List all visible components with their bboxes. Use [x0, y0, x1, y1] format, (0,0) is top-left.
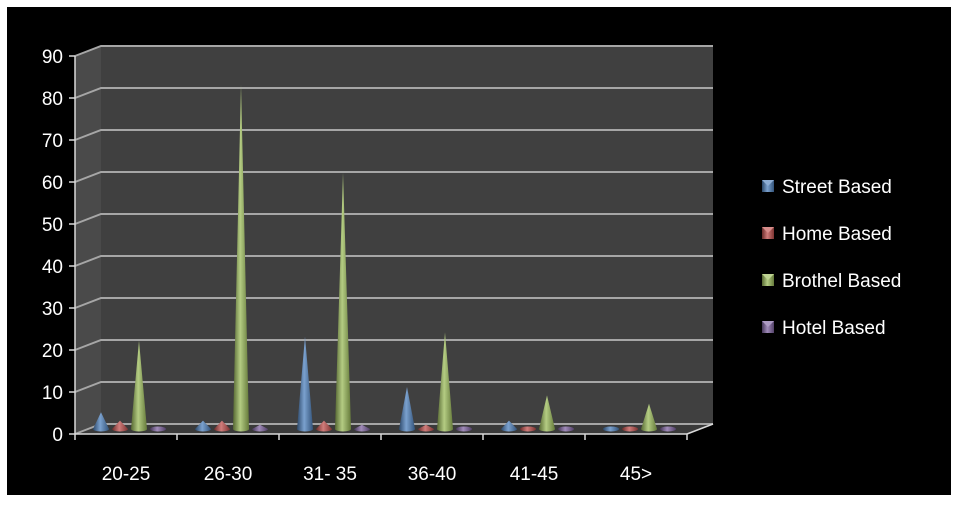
gridline-60 — [74, 171, 713, 183]
legend-swatch-highlight — [762, 180, 774, 186]
cone-brothel-based-41-45 — [539, 395, 555, 432]
x-tick-label-26-30: 26-30 — [204, 464, 253, 485]
cone-home-based-41-45 — [520, 426, 536, 432]
y-tick-label-90: 90 — [42, 47, 63, 68]
legend-item-street-based: Street Based — [762, 177, 892, 198]
cone-home-based-36-40 — [418, 424, 434, 432]
legend-item-brothel-based: Brothel Based — [762, 271, 901, 292]
x-tick-label-36-40: 36-40 — [408, 464, 457, 485]
chart-area: 0 10 20 30 40 50 60 70 80 90 20-25 26-30 31- 35 36-4… — [7, 7, 951, 495]
cone-hotel-based-41-45 — [558, 426, 574, 432]
cone-brothel-based-45 — [641, 403, 657, 432]
legend-item-home-based: Home Based — [762, 224, 892, 245]
legend-label: Street Based — [782, 177, 892, 198]
legend-swatch-highlight — [762, 274, 774, 280]
gridline-40 — [74, 255, 713, 267]
x-axis-ticks: 20-25 26-30 31- 35 36-40 41-45 45> — [74, 423, 714, 485]
legend-label: Hotel Based — [782, 318, 886, 339]
cone-chart: 0 10 20 30 40 50 60 70 80 90 20-25 26-30 31- 35 36-4… — [42, 45, 901, 485]
cone-home-based-20-25 — [112, 420, 128, 432]
y-tick-label-50: 50 — [42, 215, 63, 236]
cone-street-based-26-30 — [195, 420, 211, 432]
x-tick-label-41-45: 41-45 — [510, 464, 559, 485]
y-tick-label-40: 40 — [42, 257, 63, 278]
cone-street-based-20-25 — [93, 412, 109, 432]
y-tick-label-80: 80 — [42, 89, 63, 110]
cone-home-based-31-35 — [316, 420, 332, 432]
legend-label: Brothel Based — [782, 271, 901, 292]
y-tick-label-60: 60 — [42, 173, 63, 194]
x-tick-label-20-25: 20-25 — [102, 464, 151, 485]
gridline-80 — [74, 87, 713, 99]
back-wall — [101, 46, 713, 424]
legend-label: Home Based — [782, 224, 892, 245]
x-tick-label-31-35: 31- 35 — [303, 464, 357, 485]
legend: Street Based Home Based Brothel Based Hotel… — [762, 177, 901, 339]
gridline-90 — [74, 45, 713, 57]
gridline-30 — [74, 297, 713, 309]
x-tick-label-45: 45> — [620, 464, 652, 485]
cone-hotel-based-20-25 — [150, 426, 166, 432]
cone-hotel-based-26-30 — [252, 424, 268, 432]
cone-home-based-45 — [622, 426, 638, 432]
side-wall — [75, 46, 101, 434]
cone-street-based-45 — [603, 426, 619, 432]
cone-brothel-based-26-30 — [233, 84, 249, 432]
y-tick-label-0: 0 — [52, 425, 63, 446]
cone-brothel-based-36-40 — [437, 332, 453, 432]
cone-hotel-based-36-40 — [456, 426, 472, 432]
cone-hotel-based-31-35 — [354, 424, 370, 432]
cone-street-based-36-40 — [399, 387, 415, 432]
cone-brothel-based-20-25 — [131, 340, 147, 432]
gridline-70 — [74, 129, 713, 141]
plot-wall — [75, 46, 713, 434]
y-tick-label-30: 30 — [42, 299, 63, 320]
cone-brothel-based-31-35 — [335, 172, 351, 432]
gridline-20 — [74, 339, 713, 351]
cone-street-based-41-45 — [501, 420, 517, 432]
legend-swatch-highlight — [762, 227, 774, 233]
cone-home-based-26-30 — [214, 420, 230, 432]
legend-swatch-highlight — [762, 321, 774, 327]
y-tick-label-20: 20 — [42, 341, 63, 362]
gridline-10 — [74, 381, 713, 393]
cone-street-based-31-35 — [297, 336, 313, 432]
legend-item-hotel-based: Hotel Based — [762, 318, 886, 339]
cone-hotel-based-45 — [660, 426, 676, 432]
cones — [93, 84, 676, 432]
gridline-50 — [74, 213, 713, 225]
y-axis-ticks: 0 10 20 30 40 50 60 70 80 90 — [42, 47, 76, 446]
y-tick-label-70: 70 — [42, 131, 63, 152]
floor-edge-right — [686, 423, 714, 435]
y-tick-label-10: 10 — [42, 383, 63, 404]
